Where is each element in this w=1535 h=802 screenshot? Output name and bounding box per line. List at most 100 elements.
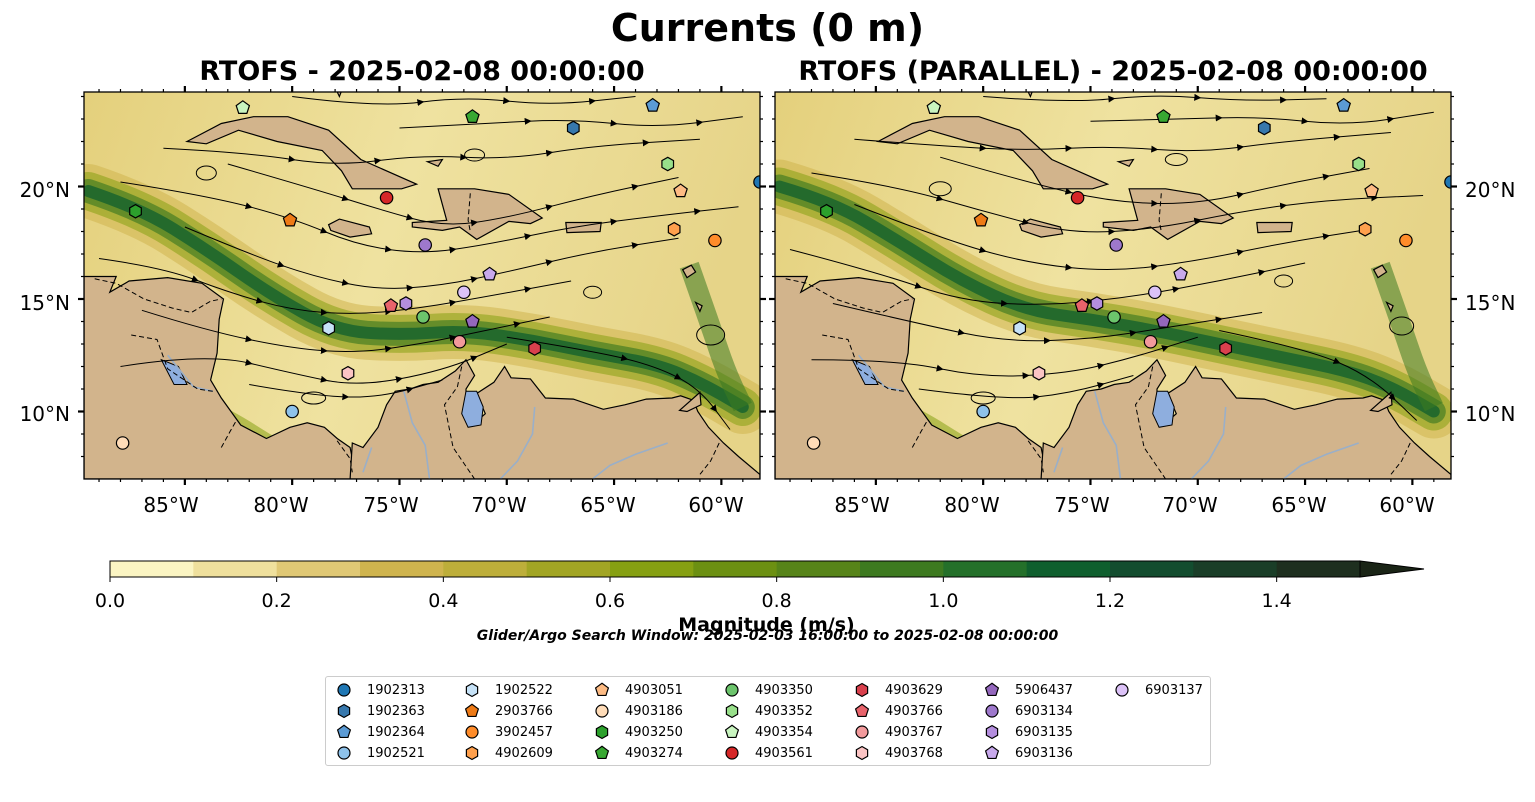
float-marker-6903134 <box>418 238 433 252</box>
eddy-streamline <box>1164 153 1188 166</box>
float-marker-4903250 <box>820 203 833 219</box>
streamline <box>789 249 1306 307</box>
legend-label: 6903136 <box>1015 745 1073 761</box>
legend-marker-hexagon <box>985 724 999 740</box>
float-marker-6903136 <box>1173 266 1188 281</box>
legend-marker-hexagon <box>595 724 609 740</box>
colorbar-tick-label: 1.0 <box>928 590 958 612</box>
colorbar-segment <box>860 561 944 577</box>
country-border <box>822 334 904 392</box>
legend-item-5906437: 5906437 <box>984 680 1073 700</box>
legend-label: 4903350 <box>755 682 813 698</box>
land-central-america <box>775 275 1049 479</box>
eddy-streamline <box>928 181 952 197</box>
axis-ticks-rtofs-parallel <box>769 86 1457 485</box>
legend-marker-pentagon <box>984 745 1000 760</box>
lake-nicaragua <box>160 358 188 385</box>
legend-label: 4903767 <box>885 724 943 740</box>
colorbar-ticks: 0.0 0.2 0.4 0.6 0.8 1.0 1.2 1.4 <box>95 577 1292 612</box>
legend-label: 4903051 <box>625 682 683 698</box>
colorbar-tick-label: 0.8 <box>762 590 792 612</box>
country-border <box>131 334 213 392</box>
legend-item-1902313: 1902313 <box>336 680 425 700</box>
legend-item-4903767: 4903767 <box>854 722 943 742</box>
legend-label: 4903352 <box>755 703 813 719</box>
float-marker-6903136 <box>482 266 497 281</box>
colorbar-tick-label: 1.4 <box>1262 590 1292 612</box>
float-marker-4903767 <box>1143 334 1158 349</box>
colorbar-segment <box>1026 561 1111 577</box>
legend-label: 2903766 <box>495 703 553 719</box>
streamline <box>141 309 550 355</box>
river-line <box>1053 447 1064 473</box>
float-marker-4903354 <box>235 100 251 114</box>
river-line <box>592 442 668 479</box>
legend-marker-hexagon <box>725 703 739 719</box>
land-guadeloupe <box>1372 264 1388 279</box>
float-marker-4903561 <box>379 190 394 205</box>
float-marker-3902457 <box>1399 233 1413 248</box>
streamline <box>184 226 679 292</box>
streamline <box>983 93 1327 104</box>
legend-label: 1902313 <box>367 682 425 698</box>
float-marker-4903352 <box>1352 156 1366 172</box>
legend-marker-circle <box>465 725 479 739</box>
float-marker-4903768 <box>341 365 355 381</box>
legend-item-2903766: 2903766 <box>464 701 553 721</box>
lon-labels-rtofs-parallel: 85°W 80°W 75°W 70°W 65°W 60°W <box>834 493 1434 517</box>
legend-label: 4903766 <box>885 703 943 719</box>
colorbar-segment <box>1193 561 1278 577</box>
colorbar-swatches <box>110 560 1425 578</box>
legend-item-4903352: 4903352 <box>724 701 813 721</box>
figure-title: Currents (0 m) <box>610 6 925 50</box>
colorbar-tick-label: 0.0 <box>95 590 125 612</box>
legend-marker-pentagon <box>464 703 480 718</box>
colorbar-segment <box>1110 561 1194 577</box>
streamline <box>98 258 572 316</box>
legend-marker-circle <box>595 704 609 718</box>
streamline <box>940 156 1370 207</box>
float-marker-4903186 <box>806 436 821 450</box>
legend-item-4903766: 4903766 <box>854 701 943 721</box>
streamline <box>832 303 1263 345</box>
legend-item-1902522: 1902522 <box>464 680 553 700</box>
map-content-rtofs-parallel <box>775 92 1451 479</box>
legend-item-6903135: 6903135 <box>984 722 1073 742</box>
country-border <box>94 278 222 314</box>
legend-label: 4903186 <box>625 703 683 719</box>
streamline <box>854 132 1391 153</box>
river-line <box>1283 442 1359 479</box>
float-marker-6903135 <box>1090 296 1104 311</box>
legend-label: 6903135 <box>1015 724 1073 740</box>
lon-label: 80°W <box>253 493 308 517</box>
legend-marker-pentagon <box>724 724 740 739</box>
panel-title-rtofs-parallel: RTOFS (PARALLEL) - 2025-02-08 00:00:00 <box>798 56 1428 87</box>
float-marker-6903137 <box>457 285 471 300</box>
land-bahamas-andros <box>336 92 342 99</box>
country-border <box>443 366 476 479</box>
eddy-streamline <box>1389 316 1415 336</box>
legend-label: 4902609 <box>495 745 553 761</box>
country-border <box>1390 442 1411 475</box>
legend-item-4903768: 4903768 <box>854 743 943 763</box>
land-martinique <box>694 301 703 313</box>
lat-label: 10°N <box>20 402 70 426</box>
float-marker-1902363 <box>1257 120 1271 136</box>
legend-marker-hexagon <box>465 745 479 761</box>
float-marker-1902363 <box>566 120 580 136</box>
lake-maracaibo <box>461 390 484 428</box>
legend-label: 1902364 <box>367 724 425 740</box>
colorbar-segment <box>360 561 444 577</box>
legend-label: 4903629 <box>885 682 943 698</box>
legend-label: 4903250 <box>625 724 683 740</box>
country-border <box>911 420 928 448</box>
legend-label: 5906437 <box>1015 682 1073 698</box>
legend-label: 1902363 <box>367 703 425 719</box>
float-marker-4903352 <box>661 156 675 172</box>
country-border <box>785 278 913 314</box>
legend-marker-pentagon <box>336 724 352 739</box>
lon-label: 60°W <box>688 493 743 517</box>
colorbar-frame <box>109 560 1361 578</box>
river-line <box>1094 391 1122 479</box>
colorbar-segment <box>693 561 778 577</box>
